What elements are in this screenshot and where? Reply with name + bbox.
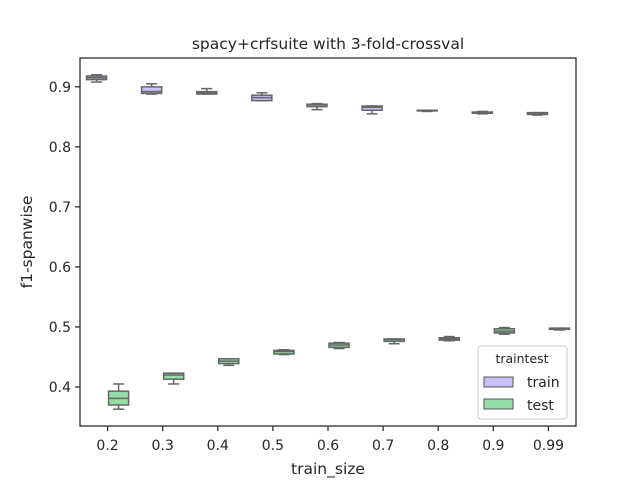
x-axis-label: train_size xyxy=(291,460,365,479)
box-test-0.9 xyxy=(493,326,516,335)
plot-area xyxy=(85,74,571,410)
y-tick-label: 0.9 xyxy=(49,80,71,96)
box-train-0.6 xyxy=(306,102,328,111)
y-axis-label: f1-spanwise xyxy=(18,196,36,289)
box-body xyxy=(361,105,383,111)
box-test-0.99 xyxy=(548,327,571,331)
box-train-0.5 xyxy=(251,92,273,102)
y-tick-label: 0.7 xyxy=(49,200,71,216)
x-tick-label: 0.99 xyxy=(533,438,564,454)
legend-label-test: test xyxy=(527,398,554,414)
box-train-0.9 xyxy=(471,110,494,115)
x-tick-label: 0.7 xyxy=(372,438,394,454)
legend-label-train: train xyxy=(527,375,560,391)
y-tick-label: 0.6 xyxy=(49,260,71,276)
box-test-0.5 xyxy=(273,349,295,356)
box-train-0.2 xyxy=(85,74,108,83)
legend-swatch-test xyxy=(483,398,514,410)
y-tick-label: 0.4 xyxy=(49,380,71,396)
y-axis: 0.4 0.5 0.6 0.7 0.8 0.9 xyxy=(49,80,80,396)
x-tick-label: 0.4 xyxy=(207,438,229,454)
box-train-0.4 xyxy=(195,87,218,95)
x-tick-label: 0.8 xyxy=(427,438,449,454)
box-train-0.8 xyxy=(416,109,438,113)
box-body xyxy=(140,86,163,95)
box-test-0.7 xyxy=(383,338,405,345)
y-tick-label: 0.5 xyxy=(49,320,71,336)
legend: traintest train test xyxy=(477,345,568,420)
box-test-0.6 xyxy=(328,341,350,350)
legend-swatch-train xyxy=(483,376,514,388)
box-test-0.8 xyxy=(438,335,461,342)
x-tick-label: 0.5 xyxy=(262,438,284,454)
x-tick-label: 0.2 xyxy=(96,438,118,454)
box-test-0.2 xyxy=(107,383,130,410)
box-train-0.3 xyxy=(140,83,163,95)
legend-title: traintest xyxy=(495,351,548,366)
x-tick-label: 0.6 xyxy=(317,438,339,454)
x-axis: 0.2 0.3 0.4 0.5 0.6 0.7 0.8 0.9 0.99 xyxy=(96,426,564,454)
box-test-0.3 xyxy=(162,372,185,385)
box-train-0.99 xyxy=(526,111,549,116)
box-test-0.4 xyxy=(218,358,240,367)
y-tick-label: 0.8 xyxy=(49,140,71,156)
x-tick-label: 0.9 xyxy=(482,438,504,454)
box-body xyxy=(162,372,185,380)
chart-title: spacy+crfsuite with 3-fold-crossval xyxy=(192,35,464,53)
box-train-0.7 xyxy=(361,105,383,115)
x-tick-label: 0.3 xyxy=(152,438,174,454)
